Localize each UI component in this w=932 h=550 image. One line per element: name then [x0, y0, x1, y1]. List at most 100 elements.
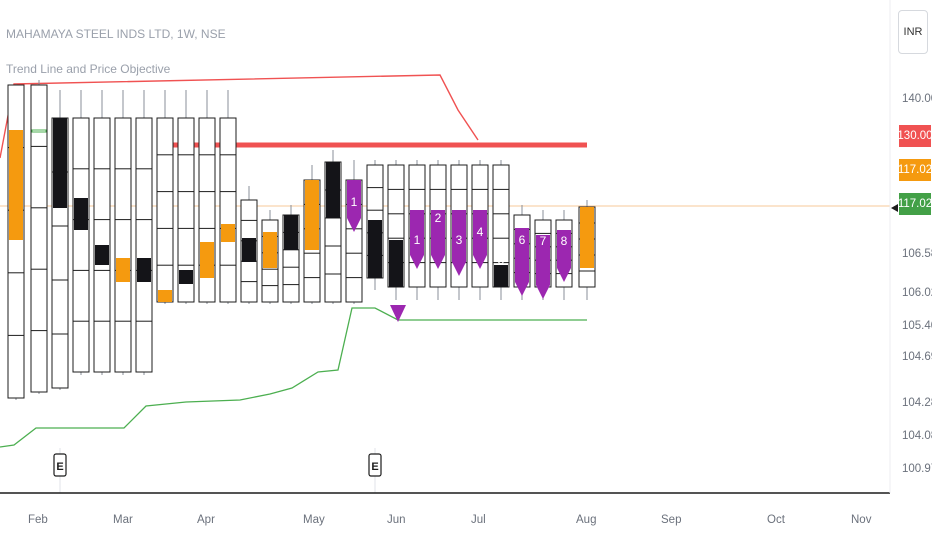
- bar-10: [219, 90, 237, 304]
- bar-5: [114, 90, 132, 375]
- earnings-marker-box-0: [53, 453, 67, 477]
- down-arrow-16: [347, 218, 361, 232]
- bar-25: [534, 210, 552, 300]
- last-price-pointer: [891, 204, 898, 212]
- body-7: [158, 290, 172, 302]
- bar-12: [261, 210, 279, 304]
- body-19: [410, 210, 424, 255]
- x-tick-label: Apr: [197, 514, 215, 526]
- body-22: [473, 210, 487, 255]
- body-23: [494, 265, 508, 287]
- body-14: [305, 180, 319, 250]
- outer-box-7: [156, 117, 174, 303]
- body-16: [347, 180, 361, 218]
- x-tick-label: Aug: [576, 514, 597, 526]
- bar-label-3: 3: [456, 233, 463, 247]
- body-5: [116, 258, 130, 282]
- down-arrow-26: [557, 268, 571, 282]
- body-6: [137, 258, 151, 282]
- y-tick-label: 106.58: [902, 248, 932, 260]
- body-25: [536, 235, 550, 285]
- bar-2: [51, 90, 69, 390]
- bar-27: [578, 200, 596, 300]
- bar-13: [282, 205, 300, 304]
- body-8: [179, 270, 193, 284]
- bar-23: [492, 160, 510, 300]
- body-27: [580, 207, 594, 268]
- body-15: [326, 162, 340, 218]
- bar-0: [7, 84, 25, 400]
- y-tick-label: 100.97: [902, 463, 932, 475]
- body-24: [515, 228, 529, 282]
- indicator-lines: [0, 74, 898, 448]
- body-3: [74, 198, 88, 230]
- indicator-name: Trend Line and Price Objective: [6, 62, 171, 76]
- bar-9: [198, 90, 216, 304]
- x-tick-label: Mar: [113, 514, 133, 526]
- bar-17: [366, 160, 384, 290]
- outer-box-10: [219, 117, 237, 303]
- bar-22: [471, 160, 489, 300]
- body-10: [221, 224, 235, 242]
- outer-box-1: [30, 84, 48, 393]
- bar-label-2: 2: [435, 211, 442, 225]
- bar-6: [135, 90, 153, 375]
- x-tick-label: Jun: [387, 514, 406, 526]
- down-arrow-19: [410, 255, 424, 269]
- bar-20: [429, 160, 447, 300]
- price-tag: 130.00: [897, 125, 932, 147]
- bar-3: [72, 90, 90, 375]
- bar-8: [177, 90, 195, 304]
- bar-24: [513, 205, 531, 300]
- bar-label-8: 8: [561, 234, 568, 248]
- body-13: [284, 215, 298, 250]
- y-tick-label: 104.08: [902, 430, 932, 442]
- earnings-marker-0: E: [56, 461, 63, 473]
- body-20: [431, 210, 445, 255]
- bar-7: [156, 90, 174, 304]
- body-11: [242, 238, 256, 262]
- bar-11: [240, 186, 258, 304]
- x-tick-label: Nov: [851, 514, 872, 526]
- body-0: [9, 130, 23, 240]
- x-tick-label: Sep: [661, 514, 682, 526]
- outer-box-6: [135, 117, 153, 373]
- bar-21: [450, 160, 468, 300]
- outer-box-5: [114, 117, 132, 373]
- bar-label-1: 1: [414, 233, 421, 247]
- x-tick-label: May: [303, 514, 325, 526]
- body-2: [53, 118, 67, 208]
- currency-button[interactable]: INR: [898, 10, 928, 54]
- bar-4: [93, 90, 111, 375]
- bar-label-5: 5: [498, 253, 505, 267]
- x-tick-label: Feb: [28, 514, 48, 526]
- down-arrow-21: [452, 262, 466, 276]
- y-tick-label: 104.69: [902, 351, 932, 363]
- bar-14: [303, 165, 321, 304]
- candles: [7, 80, 596, 400]
- bar-label-6: 6: [519, 233, 526, 247]
- y-tick-label: 104.28: [902, 397, 932, 409]
- body-9: [200, 242, 214, 278]
- support-trend-line: [0, 307, 587, 448]
- body-21: [452, 210, 466, 262]
- earnings-marker-box-1: [368, 453, 382, 477]
- down-arrow-20: [431, 255, 445, 269]
- down-arrow-25: [536, 285, 550, 299]
- y-tick-label: 106.02: [902, 287, 932, 299]
- x-tick-label: Jul: [471, 514, 486, 526]
- y-tick-label: 105.40: [902, 320, 932, 332]
- bar-26: [555, 210, 573, 300]
- earnings-marker-1: E: [371, 461, 378, 473]
- bar-1: [30, 80, 48, 394]
- bar-label-0: 1: [351, 195, 358, 209]
- outer-box-8: [177, 117, 195, 303]
- down-arrow-low: [390, 305, 406, 322]
- price-tag: 117.02: [898, 193, 932, 215]
- body-1: [31, 129, 47, 133]
- bar-16: [345, 160, 363, 304]
- bar-label-4: 4: [477, 225, 484, 239]
- body-17: [368, 220, 382, 278]
- x-tick-label: Oct: [767, 514, 785, 526]
